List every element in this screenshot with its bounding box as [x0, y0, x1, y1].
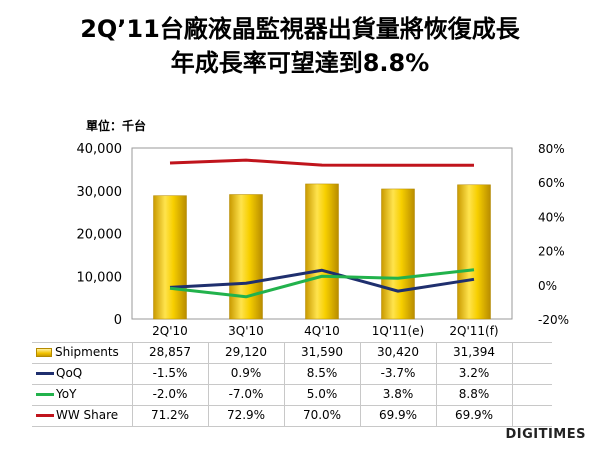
right-axis-tick-label: 60% [538, 176, 565, 190]
legend-swatch [36, 347, 52, 357]
table-gridline [208, 342, 209, 426]
right-axis-tick-label: 0% [538, 279, 557, 293]
right-axis-tick-label: 80% [538, 142, 565, 156]
legend-label: QoQ [56, 366, 83, 380]
right-axis-tick-label: 40% [538, 210, 565, 224]
legend-ww-share: WW Share [36, 408, 118, 422]
table-cell: 8.8% [458, 387, 490, 401]
category-label: 1Q'11(e) [372, 324, 424, 338]
left-axis-tick-label: 10,000 [77, 270, 123, 285]
category-label: 2Q'10 [152, 324, 188, 338]
bar-shipments [153, 195, 187, 320]
right-axis-tick-label: -20% [538, 313, 569, 327]
table-cell: -2.0% [152, 387, 188, 401]
bar-shipments [381, 188, 415, 320]
legend-label: YoY [56, 387, 77, 401]
left-axis-tick-label: 0 [114, 313, 122, 328]
legend-yoy: YoY [36, 387, 76, 401]
table-gridline [32, 384, 552, 385]
legend-shipments: Shipments [36, 345, 119, 359]
table-cell: 3.8% [382, 387, 414, 401]
table-cell: 0.9% [230, 366, 262, 380]
legend-swatch [36, 413, 54, 417]
legend-qoq: QoQ [36, 366, 82, 380]
category-label: 2Q'11(f) [449, 324, 498, 338]
chart-title-line2: 年成長率可望達到8.8% [170, 49, 430, 77]
line-ww-share [169, 158, 474, 167]
table-cell: 71.2% [150, 408, 190, 422]
table-cell: 8.5% [306, 366, 338, 380]
table-cell: 31,394 [453, 345, 495, 359]
table-cell: -1.5% [152, 366, 188, 380]
legend-swatch [36, 392, 54, 396]
table-cell: 3.2% [458, 366, 490, 380]
legend-label: Shipments [55, 345, 119, 359]
bar-shipments [305, 183, 339, 320]
table-gridline [360, 342, 361, 426]
left-axis-tick-label: 40,000 [77, 142, 123, 157]
table-cell: 31,590 [301, 345, 343, 359]
left-axis-tick-label: 20,000 [77, 228, 123, 243]
legend-swatch [36, 371, 54, 375]
table-cell: -3.7% [380, 366, 416, 380]
category-label: 3Q'10 [228, 324, 264, 338]
right-axis-tick-label: 20% [538, 245, 565, 259]
table-gridline [32, 405, 552, 406]
table-cell: 72.9% [226, 408, 266, 422]
table-cell: 28,857 [149, 345, 191, 359]
unit-label: 單位：千台 [86, 119, 147, 133]
left-axis-tick-label: 30,000 [77, 185, 123, 200]
table-cell: -7.0% [228, 387, 264, 401]
line-qoq [169, 268, 475, 293]
table-cell: 69.9% [378, 408, 418, 422]
table-gridline [132, 342, 133, 426]
table-gridline [512, 342, 513, 426]
chart-title-line1: 2Q’11台廠液晶監視器出貨量將恢復成長 [80, 15, 520, 43]
table-gridline [32, 426, 552, 427]
category-label: 4Q'10 [304, 324, 340, 338]
digitimes-logo: DIGITIMES [505, 427, 586, 442]
table-cell: 30,420 [377, 345, 419, 359]
table-cell: 29,120 [225, 345, 267, 359]
table-gridline [436, 342, 437, 426]
table-gridline [32, 342, 552, 343]
table-gridline [32, 363, 552, 364]
table-cell: 70.0% [302, 408, 342, 422]
bar-shipments [457, 184, 491, 320]
table-gridline [284, 342, 285, 426]
bar-shipments [229, 194, 263, 320]
table-cell: 69.9% [454, 408, 494, 422]
table-cell: 5.0% [306, 387, 338, 401]
line-yoy [169, 268, 475, 299]
legend-label: WW Share [56, 408, 119, 422]
